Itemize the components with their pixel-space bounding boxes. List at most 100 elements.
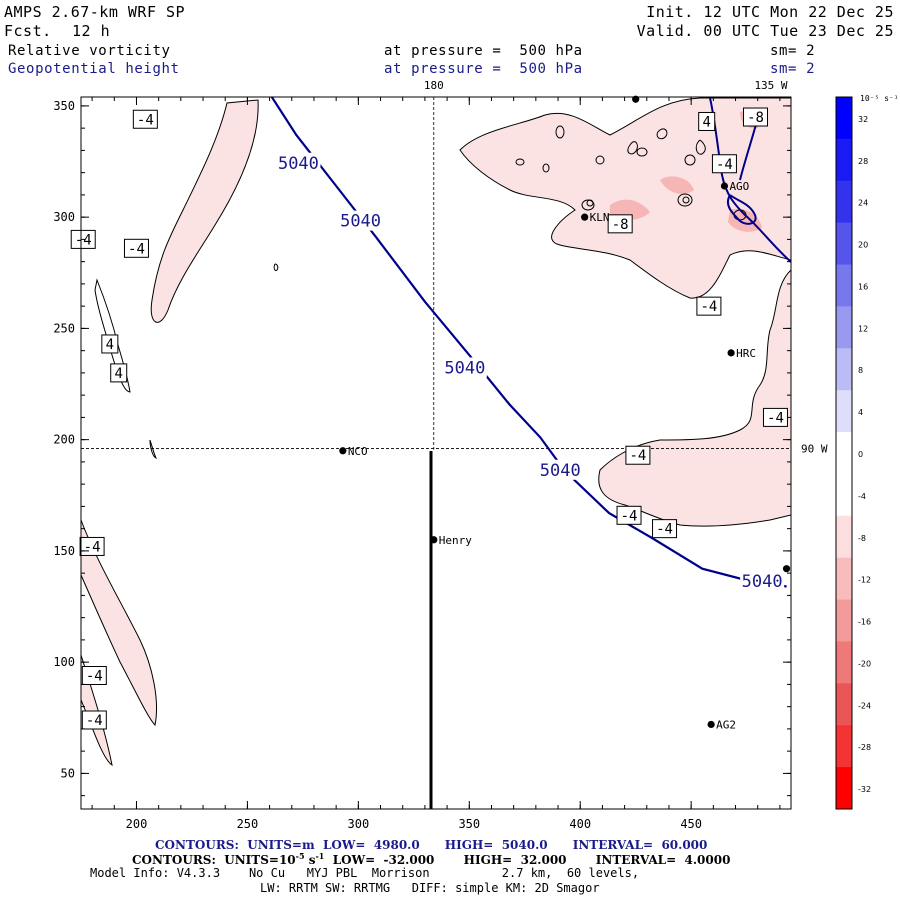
- vorticity-contour-label: -8: [612, 217, 629, 233]
- colorbar-swatch: [836, 390, 852, 433]
- station-marker: [782, 565, 791, 573]
- colorbar-swatch: [836, 683, 852, 726]
- vorticity-label-box: [132, 109, 158, 129]
- y-tick-label: 50: [61, 766, 75, 780]
- forecast-label: Fcst.: [4, 22, 52, 40]
- geopotential-contour-5040: [270, 96, 787, 588]
- contour-label-bg: [538, 459, 583, 480]
- colorbar-tick-label: 20: [858, 241, 868, 250]
- colorbar-tick-label: -32: [858, 785, 871, 794]
- vorticity-label-box: [101, 334, 119, 354]
- colorbar-swatch: [836, 725, 852, 768]
- colorbar-swatch: [836, 557, 852, 601]
- graticule: 180 135 W 90 W: [81, 79, 828, 456]
- colorbar-swatch: [836, 599, 852, 642]
- contour-label-bg: [740, 571, 785, 592]
- field1-name: Relative vorticity: [8, 43, 171, 59]
- contour-5040-line: [270, 96, 787, 588]
- vorticity-label-box: [616, 505, 642, 525]
- model-title: AMPS 2.67-km WRF SP: [4, 3, 186, 21]
- valid-time: Valid. 00 UTC Tue 23 Dec 25: [636, 22, 894, 40]
- vorticity-label-box: [81, 710, 107, 730]
- colorbar-swatch: [836, 432, 852, 475]
- field2-level: at pressure = 500 hPa: [384, 61, 583, 77]
- colorbar-tick-label: 12: [858, 324, 868, 333]
- vorticity-contour-label: -4: [84, 539, 101, 555]
- contour-label-bg: [442, 357, 487, 378]
- vorticity-contour-label: -4: [137, 112, 154, 128]
- vorticity-contour-label: -4: [86, 669, 103, 685]
- y-tick-label: 350: [53, 99, 75, 113]
- vorticity-label-box: [625, 445, 651, 465]
- init-time: Init. 12 UTC Mon 22 Dec 25: [646, 3, 894, 21]
- axes: 200 250 300 350 400 450 350 300 250 200 150 100 50: [53, 97, 791, 831]
- colorbar-swatch: [836, 264, 852, 307]
- vorticity-label-box: [711, 154, 737, 174]
- map-frame: [80, 96, 792, 810]
- y-tick-label: 150: [53, 544, 75, 558]
- field1-level: at pressure = 500 hPa: [384, 43, 583, 59]
- station-marker: [720, 182, 729, 190]
- vorticity-label-box: [743, 107, 768, 127]
- y-tick-label: 300: [53, 210, 75, 224]
- vorticity-band-lower-left: [80, 519, 158, 727]
- colorbar-swatch: [836, 348, 852, 391]
- colorbar-swatch: [836, 767, 852, 810]
- height-contour-label: 5040: [444, 358, 485, 378]
- vorticity-label-box: [696, 296, 722, 316]
- footer-vorticity-contours: CONTOURS: UNITS=10-5 s-1 LOW= -32.000 HI…: [132, 851, 731, 867]
- colorbar-frame: [835, 96, 853, 810]
- colorbar-swatch: [836, 180, 852, 224]
- vorticity-contour-label: -4: [716, 157, 733, 173]
- station-label: AGO: [729, 180, 749, 193]
- colorbar-swatch: [836, 306, 852, 349]
- stations: NCO Henry HRC KLN AGO AG2: [339, 95, 791, 731]
- colorbar: 32 28 24 20 16 12 8 4 0 -4 -8 -12 -16 -20 -24 -28 -32: [835, 96, 871, 810]
- colorbar-unit: 10⁻⁵ s⁻¹: [860, 94, 899, 103]
- height-contour-label: 5040: [340, 212, 381, 232]
- colorbar-tick-label: -24: [858, 701, 871, 710]
- vorticity-contour-label: -4: [75, 232, 92, 248]
- y-tick-label: 200: [53, 433, 75, 447]
- station-marker: [707, 720, 715, 729]
- vorticity-label-box: [81, 666, 107, 685]
- station-label: AG2: [716, 718, 736, 731]
- x-tick-label: 200: [126, 817, 148, 831]
- footer-model-info-2: LW: RRTM SW: RRTMG DIFF: simple KM: 2D S…: [260, 881, 600, 895]
- x-tick-label: 350: [458, 817, 480, 831]
- field2-name: Geopotential height: [8, 61, 180, 77]
- vorticity-contour-label: -4: [767, 410, 784, 426]
- station-marker: [727, 349, 735, 357]
- colorbar-tick-label: 28: [858, 157, 868, 166]
- vorticity-contour-label: -4: [700, 299, 717, 315]
- x-tick-label: 300: [348, 817, 370, 831]
- colorbar-tick-label: 8: [858, 366, 863, 375]
- vorticity-contour-label: -4: [621, 508, 638, 524]
- station-marker: [581, 213, 589, 221]
- colorbar-tick-label: -12: [858, 576, 871, 585]
- vorticity-label-box: [652, 519, 678, 539]
- colorbar-tick-label: -16: [858, 618, 871, 627]
- vorticity-label-box: [607, 214, 633, 234]
- station-label: HRC: [736, 347, 756, 360]
- colorbar-tick-label: 16: [858, 282, 868, 291]
- colorbar-tick-label: -8: [858, 534, 866, 543]
- y-tick-label: 100: [53, 655, 75, 669]
- contour-label-bg: [338, 210, 383, 231]
- parallel-label: 90 W: [801, 443, 828, 456]
- colorbar-swatch: [836, 222, 852, 266]
- y-tick-label: 250: [53, 321, 75, 335]
- forecast-value: 12 h: [72, 22, 111, 40]
- x-tick-label: 250: [237, 817, 259, 831]
- colorbar-tick-label: -28: [858, 743, 871, 752]
- colorbar-tick-label: 24: [858, 199, 868, 208]
- vorticity-contour-label: 4: [702, 114, 710, 130]
- colorbar-swatch: [836, 138, 852, 182]
- x-tick-label: 450: [680, 817, 702, 831]
- field2-smooth: sm= 2: [770, 61, 816, 77]
- vorticity-label-box: [123, 238, 149, 258]
- meridian-label: 135 W: [754, 79, 787, 92]
